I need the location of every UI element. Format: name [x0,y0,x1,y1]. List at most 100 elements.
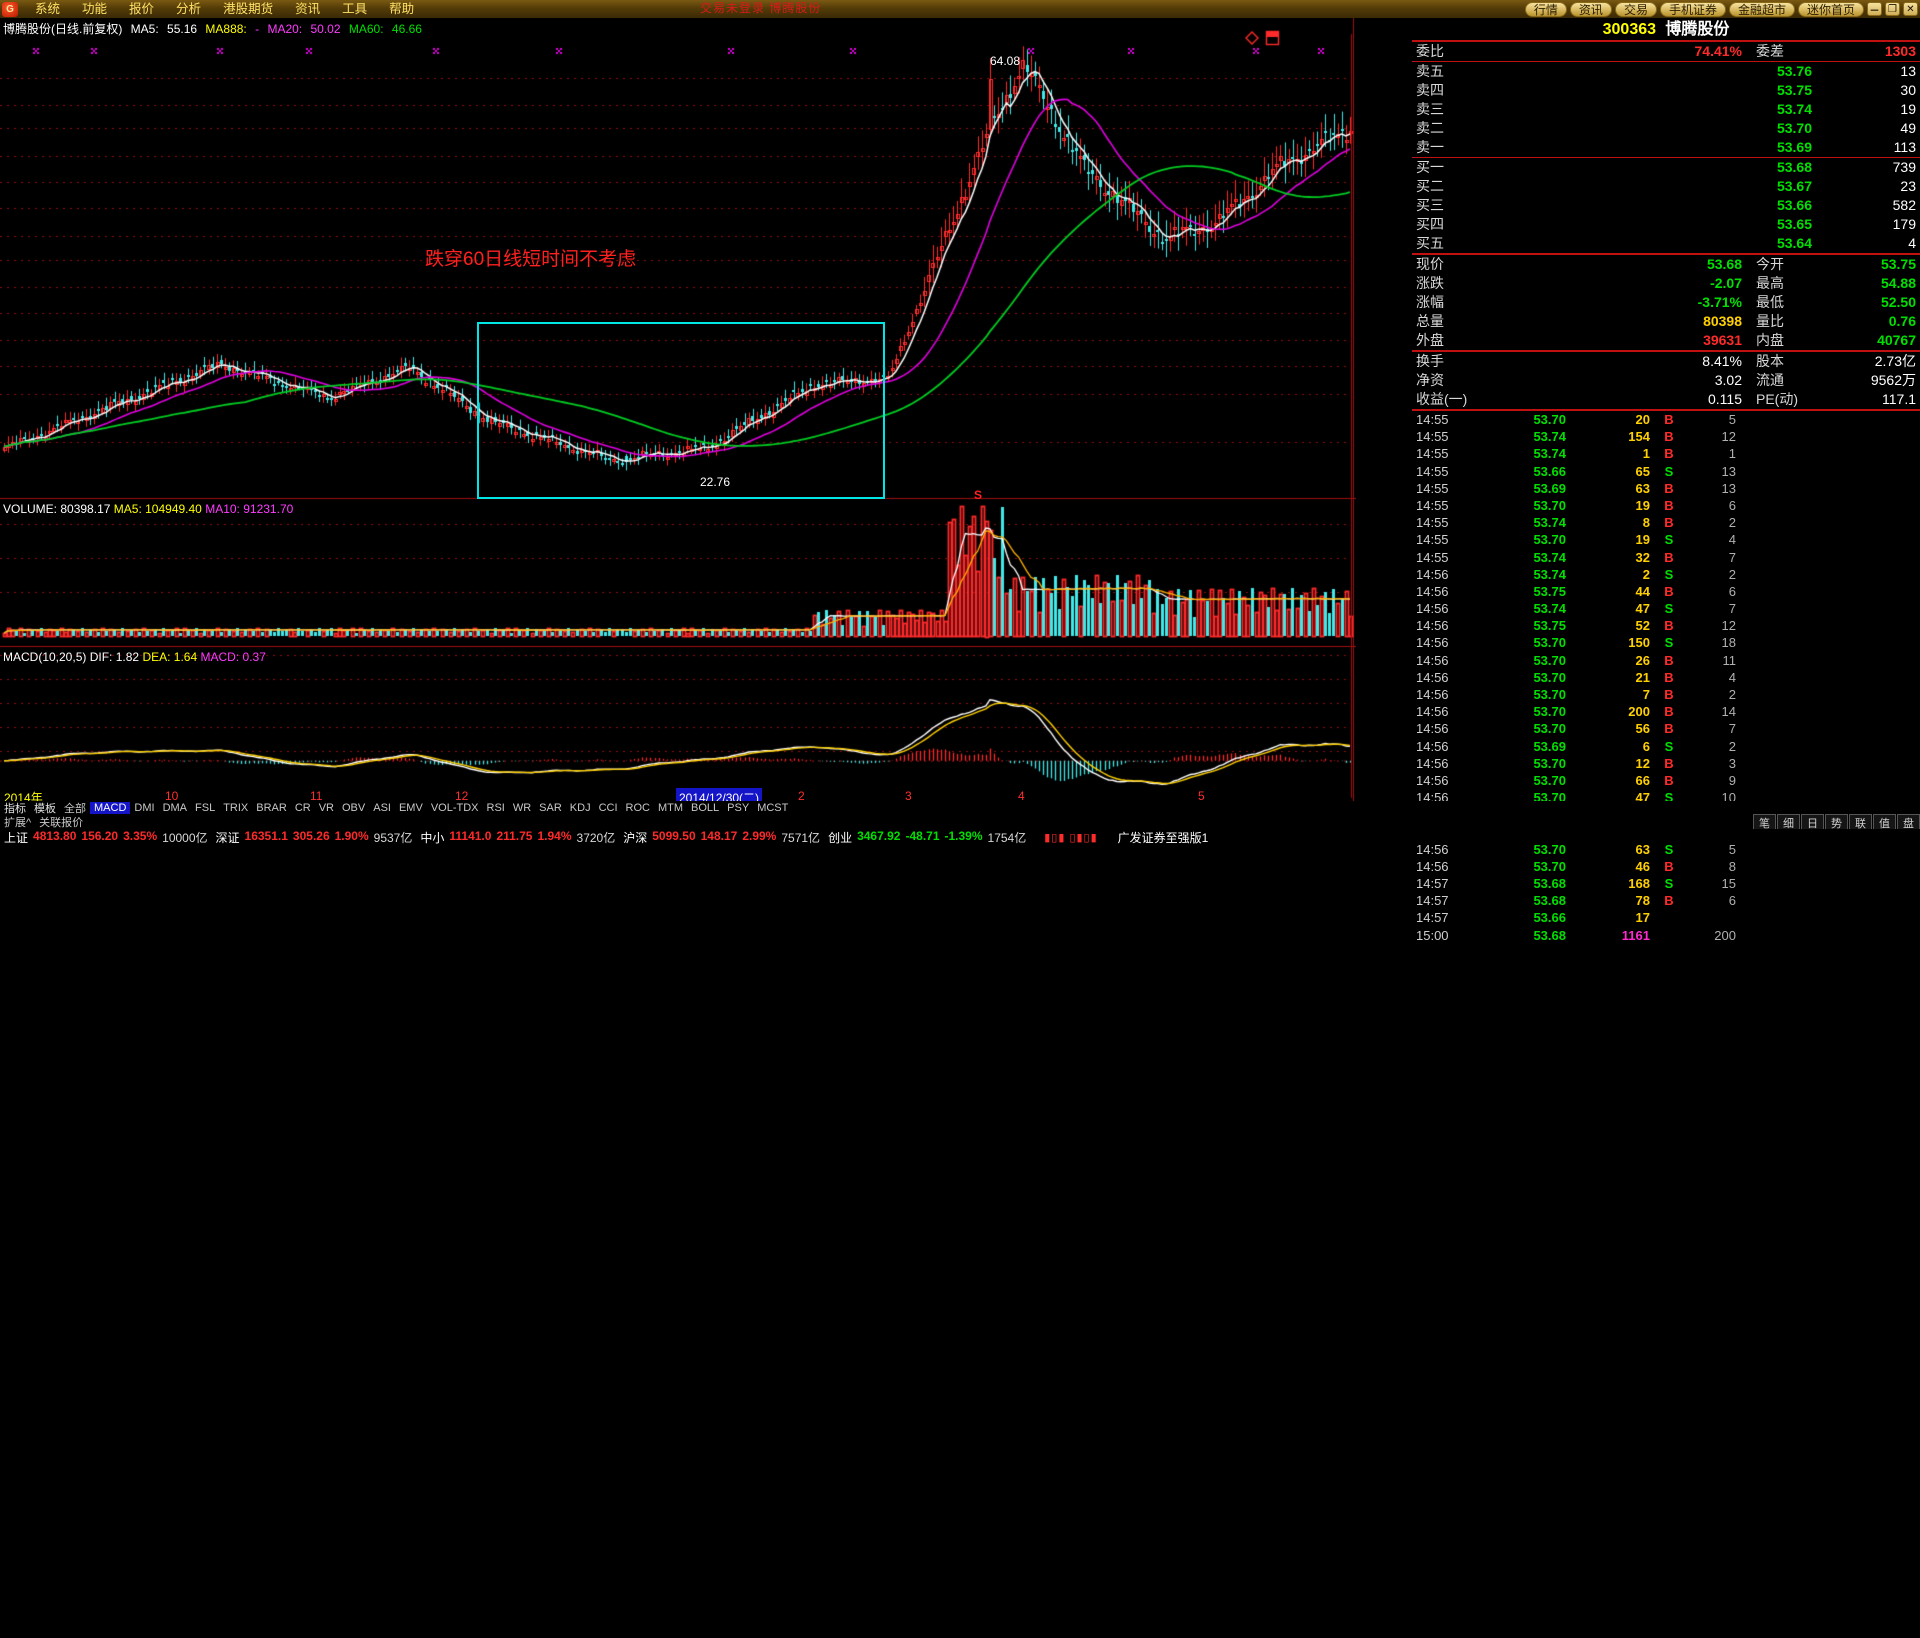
ask-row[interactable]: 卖三 53.74 19 [1412,100,1920,119]
minimize-icon[interactable]: － [1867,2,1882,17]
menu-item-function[interactable]: 功能 [82,2,108,16]
indicator-item[interactable]: DMI [134,802,155,814]
tick-row[interactable]: 14:55 53.74 32 B 7 [1412,549,1920,566]
tick-row[interactable]: 14:56 53.70 63 S 5 [1412,841,1920,858]
tick-row[interactable]: 14:55 53.70 19 B 6 [1412,497,1920,514]
tick-list[interactable]: 14:55 53.70 20 B 5 14:55 53.74 154 B 12 14:55 53.74… [1412,409,1920,944]
tick-row[interactable]: 15:00 53.68 1161 200 [1412,927,1920,944]
indicator-item[interactable]: BOLL [691,802,720,814]
expand-button[interactable]: 扩展^ [4,817,32,829]
indicator-item[interactable]: MCST [757,802,789,814]
tick-volume: 32 [1635,549,1650,565]
indicator-item[interactable]: WR [512,802,532,814]
tick-row[interactable]: 14:57 53.66 17 [1412,909,1920,926]
toolbar-button-mobile-securities[interactable]: 手机证券 [1659,1,1726,17]
tick-row[interactable]: 14:56 53.75 44 B 6 [1412,583,1920,600]
menu-item-hk-futures[interactable]: 港股期货 [223,2,274,16]
tick-row[interactable]: 14:57 53.68 78 B 6 [1412,892,1920,909]
ask-row[interactable]: 卖一 53.69 113 [1412,138,1920,157]
indicator-item[interactable]: OBV [342,802,366,814]
tick-row[interactable]: 14:55 53.66 65 S 13 [1412,463,1920,480]
tick-row[interactable]: 14:55 53.70 19 S 4 [1412,531,1920,548]
tick-row[interactable]: 14:56 53.70 21 B 4 [1412,669,1920,686]
bid-row[interactable]: 买三 53.66 582 [1412,196,1920,215]
tick-row[interactable]: 14:56 53.75 52 B 12 [1412,617,1920,634]
indicator-item[interactable]: 全部 [64,803,86,815]
indicator-item[interactable]: VOL-TDX [430,802,479,814]
index-group[interactable]: 中小 11141.0 211.75 1.94% 3720亿 [416,829,619,846]
ask-levels[interactable]: 卖五 53.76 13 卖四 53.75 30 卖三 53.74 19 卖二 53.70 49 卖一 53… [1412,61,1920,157]
tick-price: 53.74 [1533,566,1566,582]
toolbar-button-financial-mall[interactable]: 金融超市 [1728,1,1795,17]
tick-row[interactable]: 14:56 53.74 47 S 7 [1412,600,1920,617]
tick-row[interactable]: 14:55 53.74 154 B 12 [1412,428,1920,445]
tick-row[interactable]: 14:56 53.70 150 S 18 [1412,634,1920,651]
linked-quotes-button[interactable]: 关联报价 [39,817,84,829]
tick-count: 9 [1728,772,1736,788]
ask-row[interactable]: 卖四 53.75 30 [1412,81,1920,100]
indicator-item[interactable]: BRAR [256,802,287,814]
indicator-item[interactable]: ASI [373,802,391,814]
menu-item-analysis[interactable]: 分析 [176,2,202,16]
menu-item-tools[interactable]: 工具 [342,2,368,16]
bid-row[interactable]: 买四 53.65 179 [1412,215,1920,234]
tick-row[interactable]: 14:55 53.70 20 B 5 [1412,411,1920,428]
bid-row[interactable]: 买五 53.64 4 [1412,234,1920,253]
tick-row[interactable]: 14:56 53.70 66 B 9 [1412,772,1920,789]
index-group[interactable]: 沪深 5099.50 148.17 2.99% 7571亿 [619,829,824,846]
bid-row[interactable]: 买二 53.67 23 [1412,177,1920,196]
tick-time: 14:56 [1416,755,1449,771]
ask-row[interactable]: 卖五 53.76 13 [1412,62,1920,81]
index-group[interactable]: 深证 16351.1 305.26 1.90% 9537亿 [212,829,417,846]
menu-item-quotes[interactable]: 报价 [129,2,155,16]
indicator-item[interactable]: PSY [727,802,750,814]
tick-row[interactable]: 14:56 53.70 7 B 2 [1412,686,1920,703]
menu-item-news[interactable]: 资讯 [295,2,321,16]
toolbar-button-quotes[interactable]: 行情 [1524,1,1567,17]
indicator-item[interactable]: SAR [539,802,562,814]
indicator-item[interactable]: MTM [657,802,684,814]
chart-selection-box[interactable] [477,322,885,499]
indicator-item[interactable]: CCI [598,802,618,814]
toolbar-button-trade[interactable]: 交易 [1614,1,1657,17]
indicator-item[interactable]: VR [318,802,334,814]
index-group[interactable]: 创业 3467.92 -48.71 -1.39% 1754亿 [824,829,1030,846]
menu-item-help[interactable]: 帮助 [389,2,415,16]
level-label: 卖三 [1416,101,1444,117]
tick-row[interactable]: 14:56 53.70 26 B 11 [1412,652,1920,669]
indicator-item[interactable]: DMA [162,802,188,814]
tick-row[interactable]: 14:55 53.69 63 B 13 [1412,480,1920,497]
indicator-item[interactable]: MACD [90,802,131,814]
stat-row: 外盘 39631 内盘 40767 [1412,331,1920,350]
tick-row[interactable]: 14:57 53.68 168 S 15 [1412,875,1920,892]
tick-row[interactable]: 14:55 53.74 1 B 1 [1412,445,1920,462]
candlestick-canvas[interactable] [0,18,1356,801]
indicator-item[interactable]: FSL [195,802,216,814]
indicator-item[interactable]: KDJ [569,802,591,814]
index-percent: 3.35% [123,828,158,843]
index-group[interactable]: 上证 4813.80 156.20 3.35% 10000亿 [0,829,212,846]
tick-row[interactable]: 14:56 53.70 46 B 8 [1412,858,1920,875]
bid-levels[interactable]: 买一 53.68 739 买二 53.67 23 买三 53.66 582 买四 53.65 179 买… [1412,157,1920,253]
tick-row[interactable]: 14:56 53.74 2 S 2 [1412,566,1920,583]
toolbar-button-mini-home[interactable]: 迷你首页 [1797,1,1864,17]
indicator-item[interactable]: TRIX [223,802,249,814]
indicator-item[interactable]: RSI [486,802,505,814]
tick-row[interactable]: 14:56 53.69 6 S 2 [1412,738,1920,755]
restore-icon[interactable]: ❐ [1885,2,1900,16]
quote-panel-tabs[interactable]: 笔细日势联值盘 [1356,814,1920,832]
indicator-item[interactable]: ROC [625,802,650,814]
indicator-item[interactable]: CR [294,802,311,814]
menu-item-system[interactable]: 系统 [35,2,61,16]
template-label[interactable]: 模板 [34,803,56,815]
chart-area[interactable]: 博腾股份(日线.前复权) MA5: 55.16 MA888: - MA20: 5… [0,18,1356,801]
tick-row[interactable]: 14:56 53.70 56 B 7 [1412,720,1920,737]
tick-row[interactable]: 14:55 53.74 8 B 2 [1412,514,1920,531]
toolbar-button-news[interactable]: 资讯 [1569,1,1612,17]
bid-row[interactable]: 买一 53.68 739 [1412,158,1920,177]
indicator-item[interactable]: EMV [398,802,423,814]
tick-row[interactable]: 14:56 53.70 200 B 14 [1412,703,1920,720]
ask-row[interactable]: 卖二 53.70 49 [1412,119,1920,138]
tick-row[interactable]: 14:56 53.70 12 B 3 [1412,755,1920,772]
close-icon[interactable]: ✕ [1903,2,1918,16]
